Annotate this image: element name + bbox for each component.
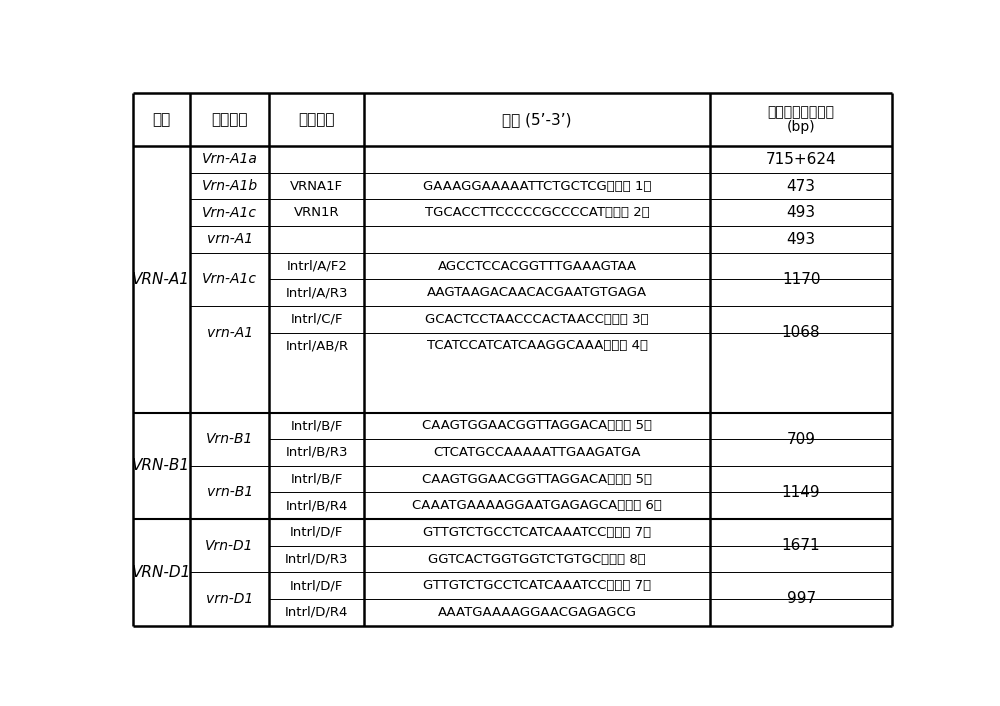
Text: 473: 473 [787, 179, 816, 193]
Text: VRNA1F: VRNA1F [290, 179, 343, 193]
Text: VRN-D1: VRN-D1 [132, 565, 191, 580]
Text: VRN1R: VRN1R [294, 206, 340, 220]
Text: Intrl/D/R4: Intrl/D/R4 [285, 606, 349, 618]
Text: Intrl/B/F: Intrl/B/F [291, 472, 343, 486]
Text: Vrn-A1c: Vrn-A1c [202, 205, 257, 220]
Text: Intrl/AB/R: Intrl/AB/R [285, 340, 348, 352]
Text: vrn-D1: vrn-D1 [206, 592, 253, 606]
Text: TGCACCTTCCCCCGCCCCAT（序列 2）: TGCACCTTCCCCCGCCCCAT（序列 2） [425, 206, 650, 220]
Text: 1068: 1068 [782, 325, 820, 340]
Text: Intrl/A/R3: Intrl/A/R3 [286, 286, 348, 299]
Text: Vrn-A1c: Vrn-A1c [202, 273, 257, 287]
Text: 序列 (5’-3’): 序列 (5’-3’) [502, 112, 572, 127]
Text: GTTGTCTGCCTCATCAAATCC（序列 7）: GTTGTCTGCCTCATCAAATCC（序列 7） [423, 526, 651, 539]
Text: 997: 997 [787, 592, 816, 606]
Text: 493: 493 [787, 232, 816, 247]
Text: 709: 709 [787, 431, 816, 447]
Text: 493: 493 [787, 205, 816, 220]
Text: Intrl/A/F2: Intrl/A/F2 [286, 260, 347, 273]
Text: Intrl/B/R4: Intrl/B/R4 [286, 499, 348, 513]
Text: VRN-A1: VRN-A1 [132, 272, 190, 287]
Text: 1671: 1671 [782, 538, 820, 554]
Text: Intrl/B/R3: Intrl/B/R3 [286, 446, 348, 459]
Text: vrn-A1: vrn-A1 [207, 232, 253, 246]
Text: 位点: 位点 [152, 112, 170, 127]
Text: AAGTAAGACAACACGAATGTGAGA: AAGTAAGACAACACGAATGTGAGA [427, 286, 647, 299]
Text: CAAGTGGAACGGTTAGGACA（序列 5）: CAAGTGGAACGGTTAGGACA（序列 5） [422, 472, 652, 486]
Text: 引物名称: 引物名称 [299, 112, 335, 127]
Text: GTTGTCTGCCTCATCAAATCC（序列 7）: GTTGTCTGCCTCATCAAATCC（序列 7） [423, 579, 651, 592]
Text: Vrn-A1b: Vrn-A1b [202, 179, 258, 193]
Text: 1149: 1149 [782, 485, 820, 500]
Text: vrn-A1: vrn-A1 [207, 325, 253, 340]
Text: AGCCTCCACGGTTTGAAAGTAA: AGCCTCCACGGTTTGAAAGTAA [438, 260, 637, 273]
Text: 1170: 1170 [782, 272, 820, 287]
Text: CAAATGAAAAGGAATGAGAGCA（序列 6）: CAAATGAAAAGGAATGAGAGCA（序列 6） [412, 499, 662, 513]
Text: VRN-B1: VRN-B1 [132, 458, 190, 473]
Text: Intrl/D/F: Intrl/D/F [290, 526, 344, 539]
Text: (bp): (bp) [787, 120, 815, 134]
Text: Vrn-D1: Vrn-D1 [205, 539, 254, 553]
Text: GGTCACTGGTGGTCTGTGC（序列 8）: GGTCACTGGTGGTCTGTGC（序列 8） [428, 553, 646, 566]
Text: Vrn-A1a: Vrn-A1a [202, 152, 258, 167]
Text: TCATCCATCATCAAGGCAAA（序列 4）: TCATCCATCATCAAGGCAAA（序列 4） [427, 340, 648, 352]
Text: AAATGAAAAGGAACGAGAGCG: AAATGAAAAGGAACGAGAGCG [438, 606, 637, 618]
Text: GAAAGGAAAAATTCTGCTCG（序列 1）: GAAAGGAAAAATTCTGCTCG（序列 1） [423, 179, 651, 193]
Text: vrn-B1: vrn-B1 [207, 486, 253, 499]
Text: Intrl/C/F: Intrl/C/F [291, 313, 343, 325]
Text: Vrn-B1: Vrn-B1 [206, 432, 253, 446]
Text: CAAGTGGAACGGTTAGGACA（序列 5）: CAAGTGGAACGGTTAGGACA（序列 5） [422, 419, 652, 432]
Text: Intrl/D/F: Intrl/D/F [290, 579, 344, 592]
Text: Intrl/B/F: Intrl/B/F [291, 419, 343, 432]
Text: 715+624: 715+624 [766, 152, 836, 167]
Text: 扩增目标条带长度: 扩增目标条带长度 [768, 105, 835, 119]
Text: GCACTCCTAACCCACTAACC（序列 3）: GCACTCCTAACCCACTAACC（序列 3） [425, 313, 649, 325]
Text: CTCATGCCAAAAATTGAAGATGA: CTCATGCCAAAAATTGAAGATGA [433, 446, 641, 459]
Text: Intrl/D/R3: Intrl/D/R3 [285, 553, 349, 566]
Text: 等位变异: 等位变异 [211, 112, 248, 127]
